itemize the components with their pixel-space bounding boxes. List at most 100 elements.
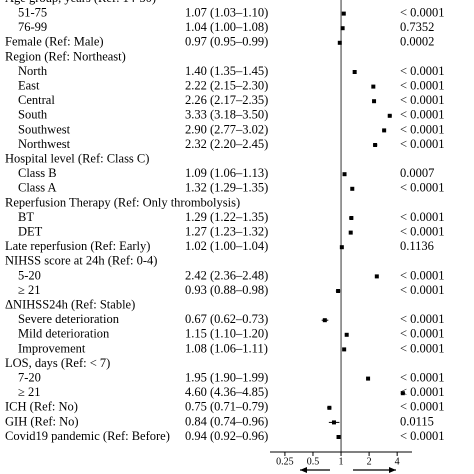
x-tick-label: 0.5 — [307, 456, 320, 467]
p-value: 0.0007 — [400, 166, 434, 180]
estimate-point — [352, 70, 357, 74]
row-label: 5-20 — [18, 268, 41, 282]
estimate-label: 0.93 (0.88–0.98) — [185, 283, 268, 297]
row-label: Improvement — [18, 341, 86, 355]
p-value: < 0.0001 — [400, 400, 445, 414]
p-value: < 0.0001 — [400, 341, 445, 355]
row-label: Hospital level (Ref: Class C) — [5, 151, 149, 165]
p-value: < 0.0001 — [400, 283, 445, 297]
x-tick-label: 1 — [339, 456, 344, 467]
row-label: Class B — [18, 166, 57, 180]
row-label: 51-75 — [18, 5, 47, 19]
p-value: < 0.0001 — [400, 93, 445, 107]
p-value: < 0.0001 — [400, 385, 445, 399]
row-label: East — [18, 78, 40, 92]
estimate-label: 1.29 (1.22–1.35) — [185, 210, 268, 224]
row-label: Mild deterioration — [18, 327, 110, 341]
estimate-point — [342, 347, 347, 352]
estimate-point — [349, 216, 354, 220]
estimate-label: 2.26 (2.17–2.35) — [185, 93, 268, 107]
row-label: DET — [18, 224, 43, 238]
estimate-label: 1.02 (1.00–1.04) — [185, 239, 268, 253]
estimate-label: 0.75 (0.71–0.79) — [185, 400, 268, 414]
estimate-label: 0.97 (0.95–0.99) — [185, 35, 268, 49]
p-value: < 0.0001 — [400, 210, 445, 224]
row-label: GIH (Ref: No) — [5, 414, 79, 428]
row-label: Central — [18, 93, 55, 107]
estimate-point — [339, 245, 344, 250]
estimate-point — [336, 289, 341, 293]
estimate-point — [382, 128, 387, 133]
estimate-point — [348, 230, 353, 235]
row-label: Female (Ref: Male) — [5, 35, 104, 49]
estimate-label: 1.32 (1.29–1.35) — [185, 181, 268, 195]
estimate-label: 3.33 (3.18–3.50) — [185, 108, 268, 122]
row-label: 76-99 — [18, 20, 47, 34]
estimate-point — [327, 405, 332, 410]
p-value: < 0.0001 — [400, 224, 445, 238]
estimate-label: 2.42 (2.36–2.48) — [185, 268, 268, 282]
row-label: ≥ 21 — [18, 385, 41, 399]
p-value: < 0.0001 — [400, 181, 445, 195]
row-label: ≥ 21 — [18, 283, 41, 297]
estimate-label: 0.67 (0.62–0.73) — [185, 312, 268, 326]
estimate-label: 0.94 (0.92–0.96) — [185, 429, 268, 443]
row-label: North — [18, 64, 48, 78]
row-label: Class A — [18, 181, 57, 195]
estimate-point — [337, 40, 342, 45]
estimate-label: 2.90 (2.77–3.02) — [185, 122, 268, 136]
row-label: BT — [18, 210, 34, 224]
x-tick-label: 2 — [367, 456, 372, 467]
estimate-label: 4.60 (4.36–4.85) — [185, 385, 268, 399]
p-value: < 0.0001 — [400, 78, 445, 92]
estimate-point — [341, 11, 346, 16]
row-label: LOS, days (Ref: < 7) — [5, 356, 110, 370]
estimate-label: 0.84 (0.74–0.96) — [185, 414, 268, 428]
estimate-point — [340, 26, 345, 31]
estimate-label: 1.40 (1.35–1.45) — [185, 64, 268, 78]
estimate-point — [372, 99, 377, 104]
estimate-label: 1.15 (1.10–1.20) — [185, 327, 268, 341]
row-label: Southwest — [18, 122, 71, 136]
p-value: < 0.0001 — [400, 122, 445, 136]
p-value: < 0.0001 — [400, 137, 445, 151]
estimate-point — [322, 318, 327, 323]
row-label: Age group, years (Ref: 14-50) — [5, 0, 156, 5]
row-label: Severe deterioration — [18, 312, 120, 326]
estimate-point — [387, 113, 392, 118]
estimate-point — [350, 186, 355, 191]
p-value: 0.0002 — [400, 35, 434, 49]
estimate-label: 1.09 (1.06–1.13) — [185, 166, 268, 180]
estimate-label: 1.08 (1.06–1.11) — [185, 341, 268, 355]
estimate-label: 1.95 (1.90–1.99) — [185, 370, 268, 384]
estimate-label: 1.04 (1.00–1.08) — [185, 20, 268, 34]
p-value: 0.0115 — [400, 414, 434, 428]
p-value: < 0.0001 — [400, 312, 445, 326]
p-value: < 0.0001 — [400, 64, 445, 78]
estimate-label: 1.07 (1.03–1.10) — [185, 5, 268, 19]
x-tick-label: 0.25 — [276, 456, 294, 467]
estimate-point — [344, 332, 349, 337]
estimate-label: 1.27 (1.23–1.32) — [185, 224, 268, 238]
p-value: < 0.0001 — [400, 429, 445, 443]
estimate-point — [371, 84, 376, 89]
estimate-point — [331, 420, 336, 425]
row-label: South — [18, 108, 48, 122]
row-label: ICH (Ref: No) — [5, 400, 78, 414]
estimate-point — [400, 391, 405, 396]
p-value: < 0.0001 — [400, 268, 445, 282]
row-label: Northwest — [18, 137, 71, 151]
estimate-point — [374, 274, 379, 279]
row-label: NIHSS score at 24h (Ref: 0-4) — [5, 254, 157, 268]
row-label: 7-20 — [18, 370, 41, 384]
p-value: < 0.0001 — [400, 370, 445, 384]
row-label: Reperfusion Therapy (Ref: Only thromboly… — [5, 195, 240, 209]
estimate-point — [373, 143, 378, 147]
estimate-point — [366, 376, 371, 381]
estimate-point — [336, 435, 341, 439]
estimate-point — [342, 172, 347, 177]
p-value: < 0.0001 — [400, 327, 445, 341]
estimate-label: 2.22 (2.15–2.30) — [185, 78, 268, 92]
p-value: 0.7352 — [400, 20, 434, 34]
